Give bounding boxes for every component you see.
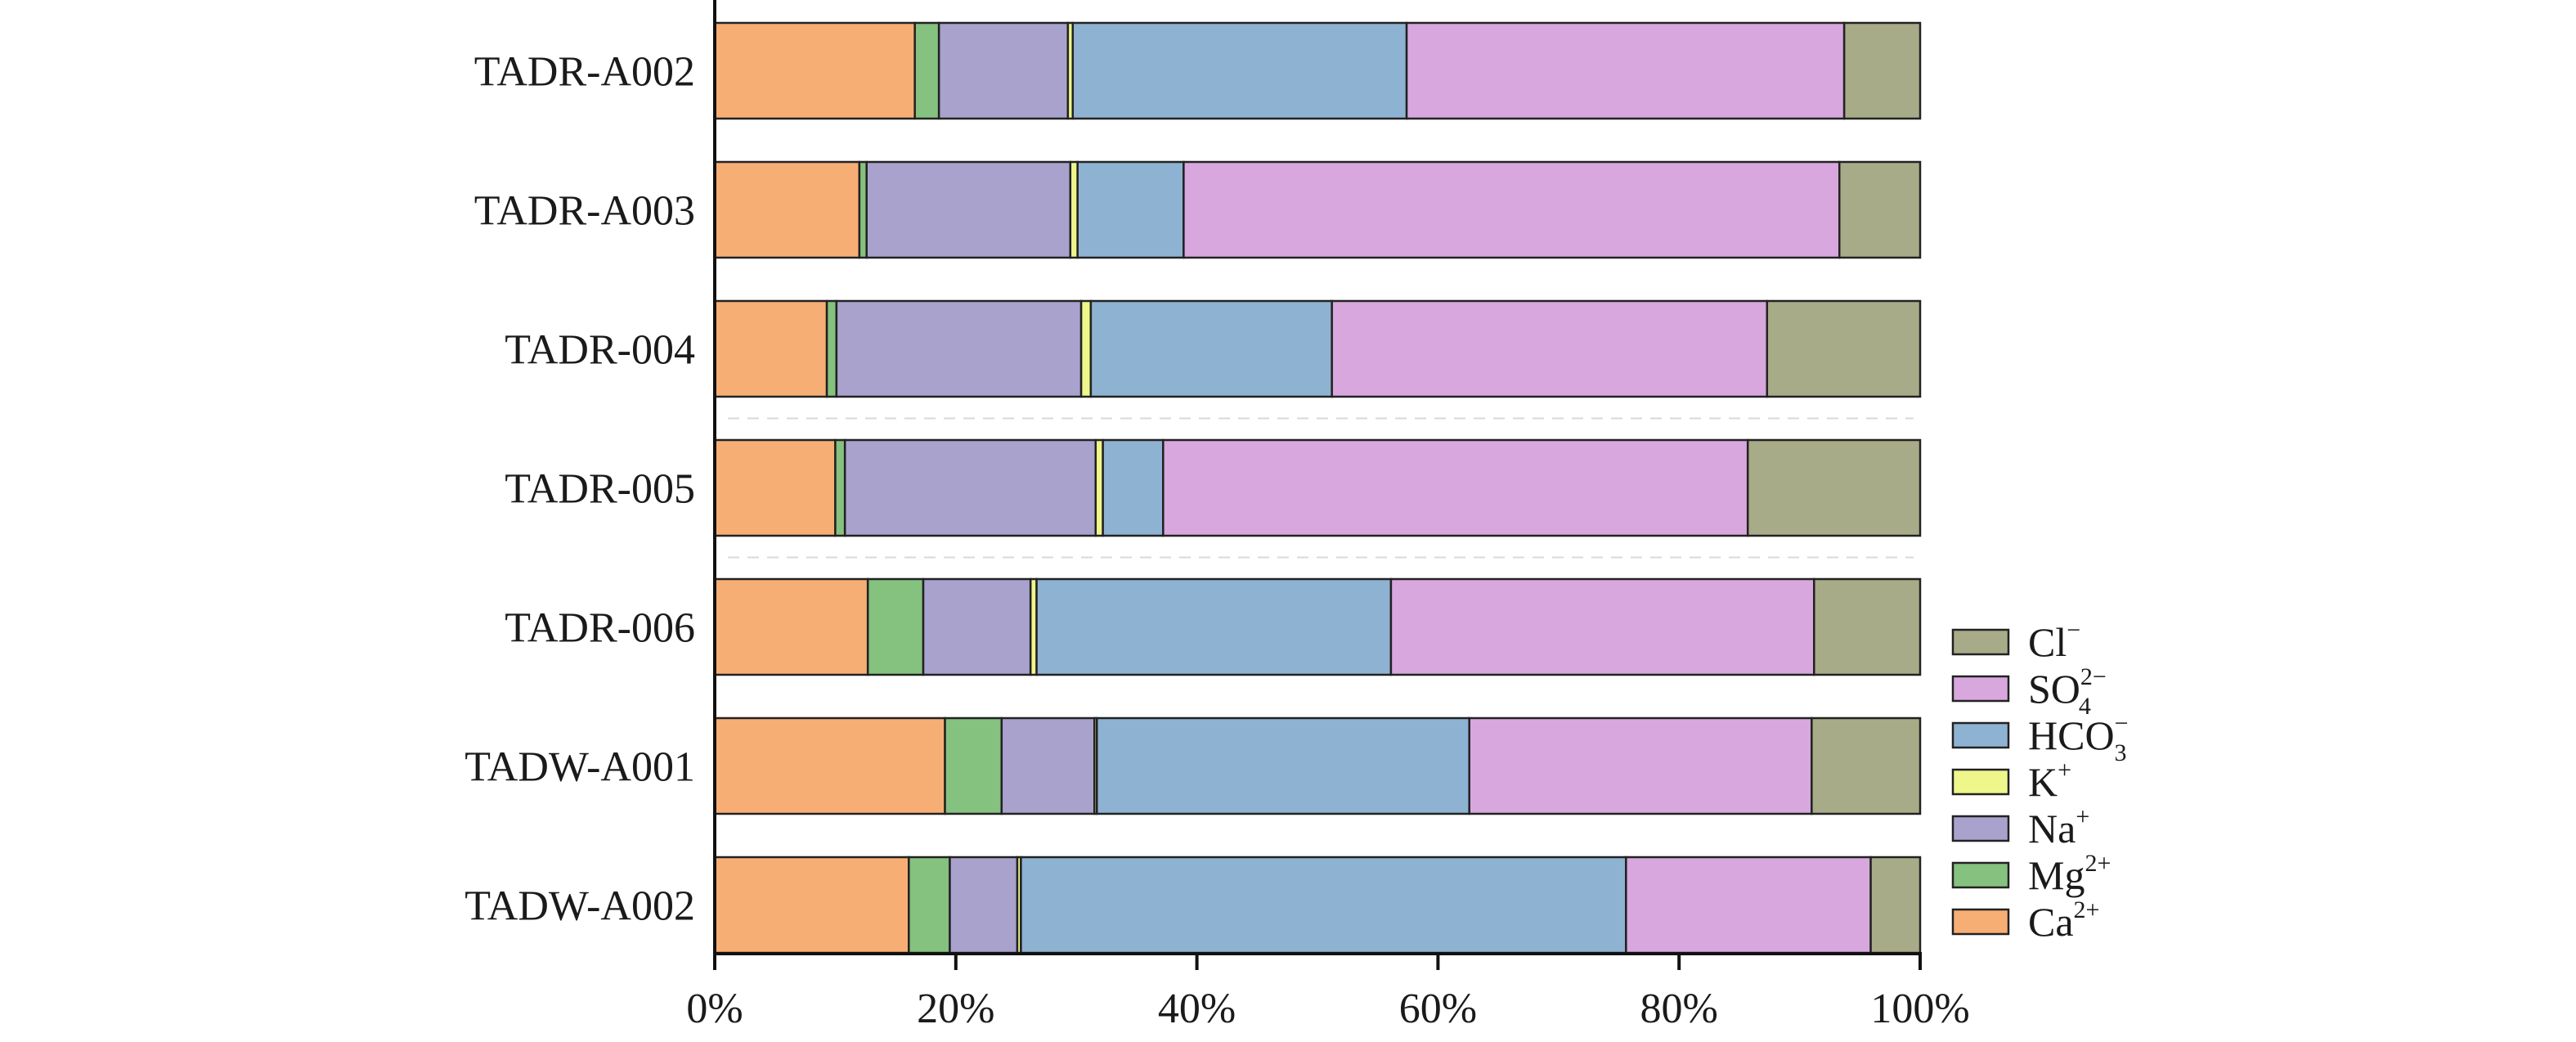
category-label: TADW-A002 [464, 883, 695, 930]
legend-item-mg2: Mg2+ [1951, 850, 2111, 898]
x-tick-label: 40% [1158, 986, 1236, 1032]
bar-segment-tadr-006-na [922, 577, 1032, 676]
bar-segment-tadw-a001-cl [1811, 716, 1922, 815]
legend-swatch [1951, 861, 2010, 889]
x-tick-label: 60% [1399, 986, 1477, 1032]
category-label: TADW-A001 [464, 744, 695, 791]
bar-segment-tadr-a002-ca2 [713, 21, 916, 120]
bar-segment-tadr-005-k [1094, 438, 1104, 537]
bar-segment-tadr-a003-so42 [1183, 160, 1841, 259]
bar-segment-tadw-a002-na [949, 856, 1019, 954]
legend-item-hco3: HCO− 3 [1951, 710, 2129, 766]
bar-segment-tadw-a001-ca2 [713, 716, 946, 815]
bar-segment-tadr-004-hco3 [1089, 299, 1333, 398]
bar-segment-tadr-004-ca2 [713, 299, 828, 398]
bar-segment-tadr-a002-cl [1842, 21, 1922, 120]
bars-group [713, 21, 1922, 954]
bar-segment-tadw-a002-mg2 [908, 856, 951, 954]
bar-segment-tadr-a003-k [1069, 160, 1079, 259]
tick-labels-group: 0% 20% 40% 60% 80% 100% [686, 986, 1969, 1032]
category-label: TADR-A003 [474, 188, 695, 235]
legend-item-ca2: Ca2+ [1951, 896, 2099, 945]
legend-item-cl: Cl− [1951, 617, 2080, 665]
bar-segment-tadw-a001-so42 [1468, 716, 1813, 815]
bar-segment-tadw-a002-ca2 [713, 856, 910, 954]
bar-segment-tadr-006-cl [1813, 577, 1922, 676]
bar-segment-tadr-005-so42 [1162, 438, 1749, 537]
bar-segment-tadr-a002-so42 [1405, 21, 1846, 120]
legend-label: K+ [2028, 757, 2071, 805]
bar-segment-tadr-a002-na [937, 21, 1070, 120]
bar-segment-tadr-a003-mg2 [858, 160, 868, 259]
bar-segment-tadr-004-so42 [1331, 299, 1769, 398]
bar-segment-tadw-a001-na [1000, 716, 1096, 815]
bar-segment-tadr-a002-hco3 [1071, 21, 1408, 120]
legend-item-so42: SO2− 4 [1951, 663, 2107, 720]
category-labels-group: TADR-A002 TADR-A003 TADR-004 TADR-005 TADR-0… [464, 49, 695, 930]
legend-item-na: Na+ [1951, 803, 2089, 851]
bar-segment-tadr-006-mg2 [866, 577, 925, 676]
x-tick-label: 20% [917, 986, 994, 1032]
bar-segment-tadr-006-ca2 [713, 577, 869, 676]
bar-segment-tadr-005-mg2 [834, 438, 846, 537]
bar-segment-tadw-a001-mg2 [944, 716, 1003, 815]
separators-group [728, 417, 1914, 559]
bar-segment-tadr-005-cl [1746, 438, 1922, 537]
bar-segment-tadr-a002-mg2 [913, 21, 940, 120]
x-tick-label: 80% [1640, 986, 1718, 1032]
category-label: TADR-004 [505, 327, 695, 374]
legend-swatch [1951, 908, 2010, 936]
bar-segment-tadr-004-cl [1766, 299, 1922, 398]
bar-segment-tadr-a003-hco3 [1076, 160, 1185, 259]
legend-label: Na+ [2028, 803, 2089, 851]
bar-segment-tadr-006-hco3 [1035, 577, 1393, 676]
legend-swatch [1951, 768, 2010, 796]
bar-segment-tadw-a002-so42 [1625, 856, 1872, 954]
category-label: TADR-A002 [474, 49, 695, 96]
bar-segment-tadr-005-ca2 [713, 438, 837, 537]
legend-item-k: K+ [1951, 757, 2071, 805]
axes-group [713, 0, 1922, 970]
bar-segment-tadr-005-na [843, 438, 1097, 537]
bar-segment-tadr-004-mg2 [825, 299, 838, 398]
bar-segment-tadr-005-hco3 [1102, 438, 1165, 537]
legend-swatch [1951, 721, 2010, 749]
legend-label: SO2− 4 [2028, 663, 2107, 720]
bar-segment-tadr-a003-cl [1838, 160, 1922, 259]
legend-swatch [1951, 675, 2010, 703]
legend-label: Mg2+ [2028, 850, 2111, 898]
bar-segment-tadr-a003-na [865, 160, 1072, 259]
x-tick-label: 100% [1870, 986, 1969, 1032]
bar-segment-tadw-a002-cl [1869, 856, 1922, 954]
category-label: TADR-006 [505, 605, 695, 652]
legend-label: Cl− [2028, 617, 2080, 665]
bar-segment-tadw-a001-hco3 [1096, 716, 1470, 815]
legend-label: Ca2+ [2028, 896, 2099, 945]
category-label: TADR-005 [505, 466, 695, 513]
bar-segment-tadw-a002-hco3 [1020, 856, 1627, 954]
x-tick-label: 0% [686, 986, 743, 1032]
bar-segment-tadr-a003-ca2 [713, 160, 861, 259]
bar-segment-tadr-004-na [835, 299, 1083, 398]
legend-label: HCO− 3 [2028, 710, 2129, 766]
bar-segment-tadr-004-k [1079, 299, 1093, 398]
bar-segment-tadr-006-so42 [1389, 577, 1815, 676]
legend-swatch [1951, 628, 2010, 656]
legend-swatch [1951, 815, 2010, 842]
